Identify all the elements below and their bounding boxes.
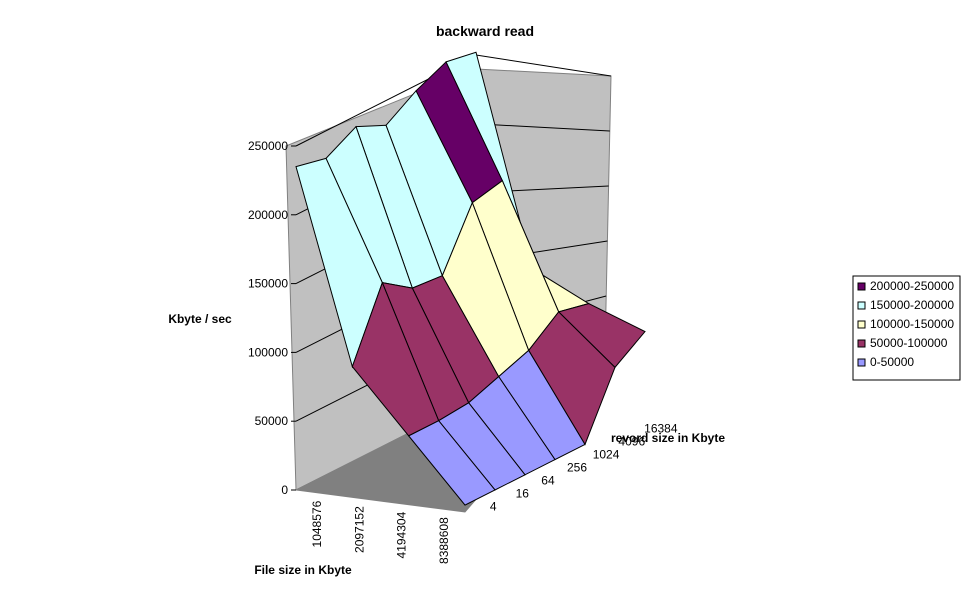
legend-label: 50000-100000 — [870, 336, 948, 350]
z-axis-ticks: 0 50000 100000 150000 200000 250000 — [248, 139, 296, 497]
legend-label: 0-50000 — [870, 355, 914, 369]
x-tick-label: 1048576 — [310, 500, 324, 547]
z-axis-title: Kbyte / sec — [168, 312, 232, 326]
legend-swatch — [857, 358, 866, 367]
legend-box — [852, 275, 961, 381]
z-tick-label: 200000 — [248, 208, 288, 222]
legend-label: 200000-250000 — [870, 279, 954, 293]
legend-swatch — [857, 282, 866, 291]
y-tick-label: 1024 — [593, 448, 620, 462]
legend-label: 150000-200000 — [870, 298, 954, 312]
gridline — [475, 123, 610, 132]
y-tick-label: 64 — [541, 474, 555, 488]
y-tick-label: 4 — [490, 500, 497, 514]
z-tick-label: 100000 — [248, 345, 288, 359]
x-tick-label: 2097152 — [352, 506, 366, 553]
legend-swatch — [857, 301, 866, 310]
x-axis-ticks: 1048576 2097152 4194304 8388608 — [310, 500, 451, 564]
legend-swatch — [857, 320, 866, 329]
z-tick-label: 50000 — [255, 414, 289, 428]
x-axis-title: File size in Kbyte — [254, 563, 352, 577]
gridline — [475, 54, 612, 77]
y-tick-label: 16 — [516, 487, 530, 501]
legend-label: 100000-150000 — [870, 317, 954, 331]
y-tick-label: 256 — [567, 461, 587, 475]
legend-swatch — [857, 339, 866, 348]
y-tick-label: 16384 — [644, 422, 678, 436]
surface — [295, 51, 646, 506]
chart-title: backward read — [436, 23, 534, 39]
x-tick-label: 8388608 — [437, 517, 451, 564]
surface-patch — [407, 420, 496, 506]
y-axis-title: revord size in Kbyte — [611, 431, 725, 445]
x-tick-label: 4194304 — [395, 511, 409, 558]
z-tick-label: 250000 — [248, 139, 288, 153]
y-tick-label: 4096 — [618, 435, 645, 449]
z-tick-label: 0 — [281, 483, 288, 497]
z-tick-label: 150000 — [248, 277, 288, 291]
legend: 200000-250000 150000-200000 100000-150000 5… — [852, 275, 961, 381]
